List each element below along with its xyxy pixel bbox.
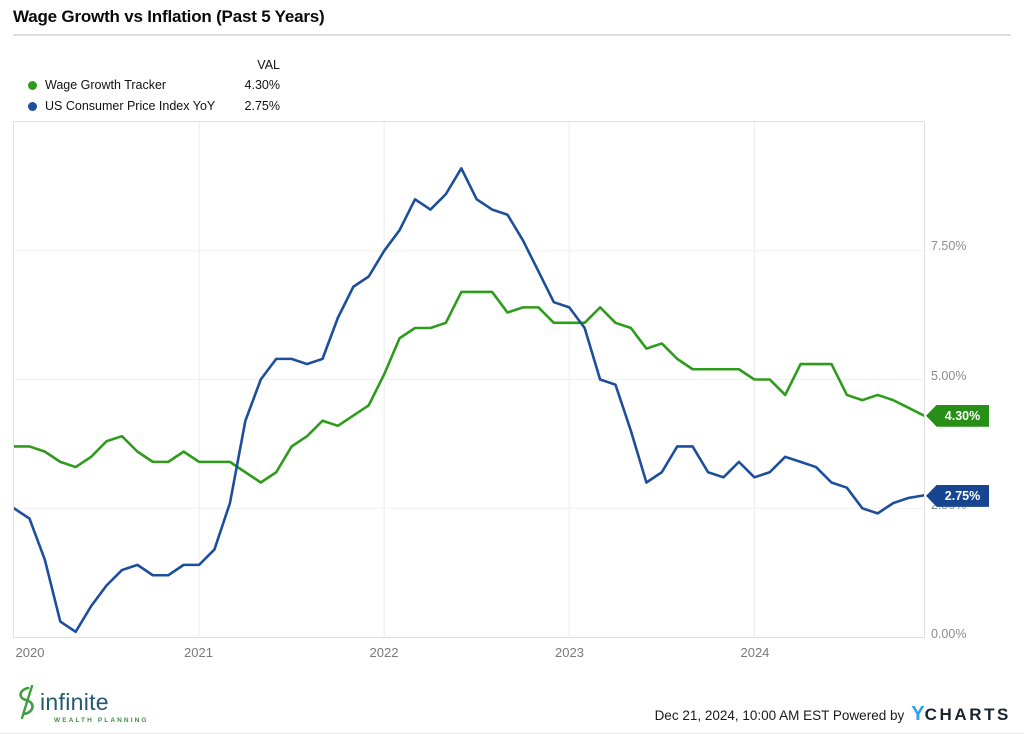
line-chart [14, 122, 924, 637]
x-tick-label: 2021 [184, 645, 213, 660]
timestamp-text: Dec 21, 2024, 10:00 AM EST Powered by [654, 708, 905, 723]
ycharts-y-glyph: Y [911, 703, 925, 725]
logo-wordmark: infinite [40, 689, 109, 715]
ycharts-logo: YCHARTS [911, 703, 1011, 726]
chart-title: Wage Growth vs Inflation (Past 5 Years) [13, 7, 325, 26]
x-tick-label: 2022 [369, 645, 399, 660]
cpi-line [14, 167, 924, 634]
dollar-leaf-icon [19, 685, 34, 720]
legend-item-wage-growth: Wage Growth Tracker 4.30% [0, 77, 300, 93]
cpi-dot-icon [28, 102, 37, 111]
cpi-value-badge: 2.75% [926, 484, 989, 507]
attribution: Dec 21, 2024, 10:00 AM EST Powered by YC… [655, 703, 1011, 725]
wage-growth-dot-icon [28, 81, 37, 90]
y-tick-label: 0.00% [931, 627, 967, 641]
ycharts-wordmark: CHARTS [924, 705, 1011, 724]
legend-item-cpi: US Consumer Price Index YoY 2.75% [0, 98, 300, 114]
logo-tagline: WEALTH PLANNING [54, 717, 149, 724]
x-tick-label: 2024 [740, 645, 770, 660]
x-tick-label: 2020 [15, 645, 45, 660]
legend-val-header: VAL [257, 58, 280, 72]
legend-label: Wage Growth Tracker [45, 78, 167, 92]
plot-area [13, 121, 925, 638]
wage-growth-line [14, 290, 924, 484]
y-tick-label: 5.00% [931, 368, 967, 383]
legend-label: US Consumer Price Index YoY [45, 99, 216, 113]
y-tick-label: 7.50% [931, 239, 967, 254]
wage-growth-value-badge: 4.30% [926, 404, 989, 427]
legend-value: 4.30% [244, 78, 280, 92]
title-divider [13, 34, 1011, 36]
legend-value: 2.75% [244, 99, 280, 113]
infinite-wealth-planning-logo: infinite WEALTH PLANNING [14, 683, 214, 729]
x-tick-label: 2023 [555, 645, 584, 660]
